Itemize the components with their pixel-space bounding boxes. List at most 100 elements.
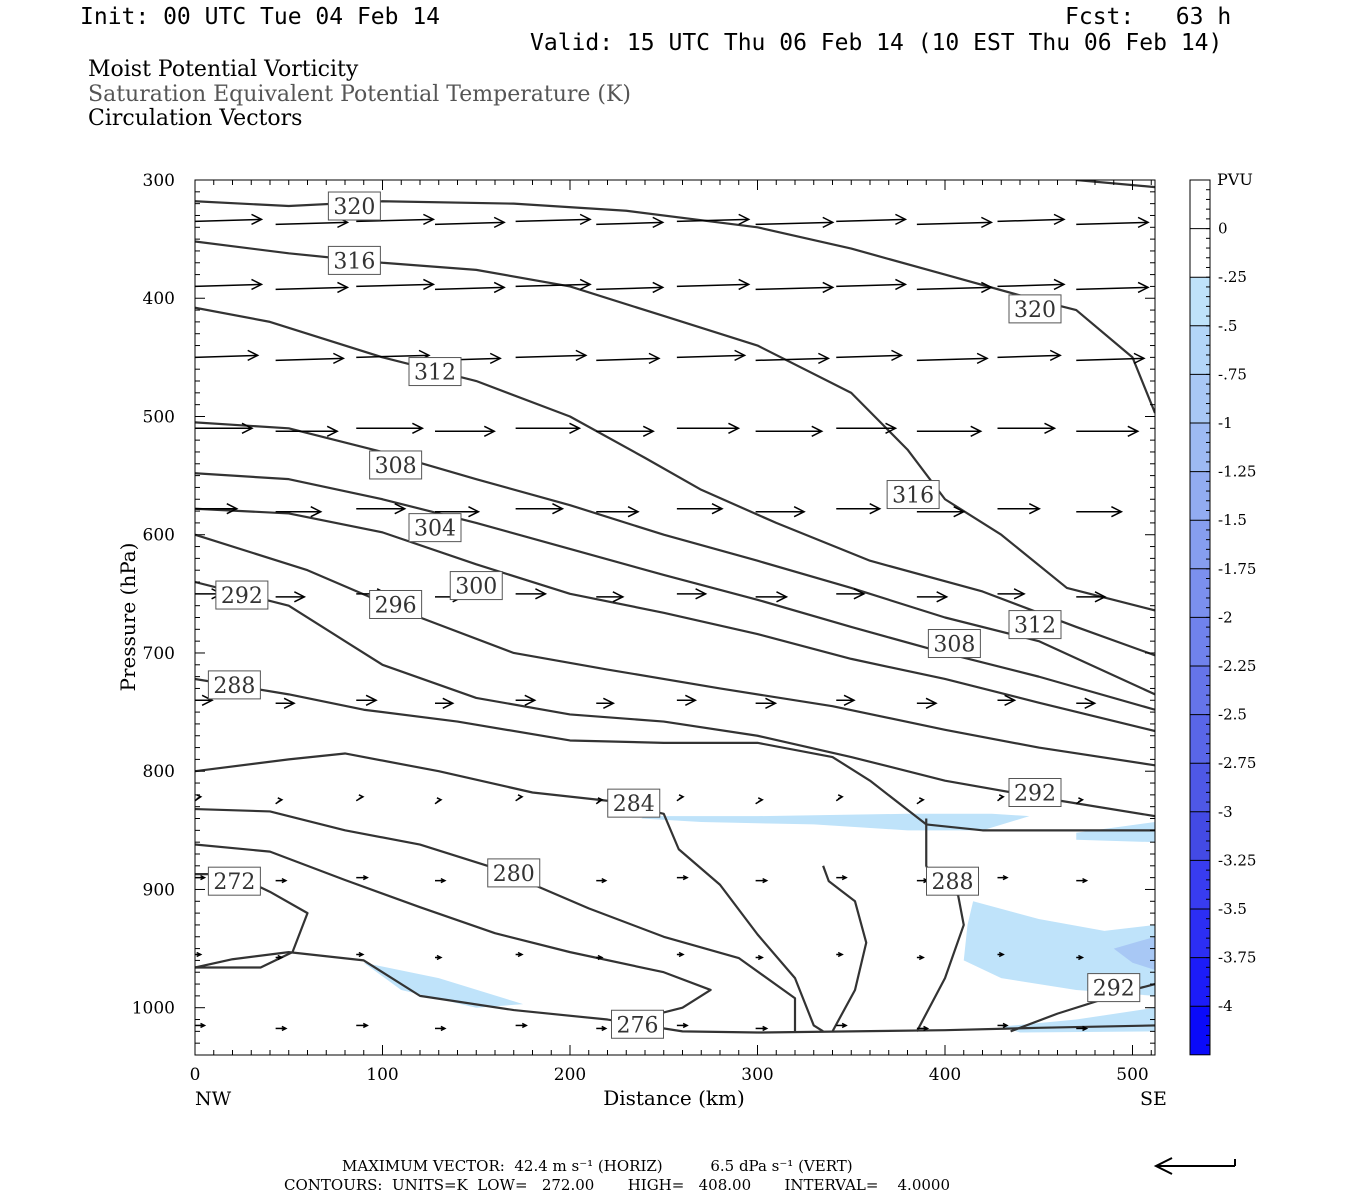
circulation-vector	[836, 694, 856, 706]
colorbar-label: -.5	[1218, 317, 1237, 335]
vector-head	[678, 951, 685, 958]
circulation-vector	[1076, 697, 1097, 709]
circulation-vector	[676, 422, 741, 434]
theta-e-contour	[195, 472, 1155, 711]
vector-head	[579, 213, 592, 226]
circulation-vector	[275, 877, 288, 884]
vector-shaft	[356, 218, 434, 223]
vector-head	[436, 797, 443, 803]
contour-label-box	[1087, 973, 1141, 1003]
vector-head	[1137, 281, 1150, 294]
theta-e-contour	[195, 533, 1155, 767]
pv-shaded-region	[1113, 936, 1155, 970]
vector-head	[970, 425, 983, 437]
colorbar-segment	[1190, 617, 1210, 666]
circulation-vector	[275, 352, 346, 365]
circulation-vector	[435, 877, 447, 884]
vector-shaft	[1076, 221, 1149, 226]
contour-label-box	[886, 480, 940, 510]
vector-shaft	[836, 283, 906, 288]
vector-head	[251, 213, 264, 226]
colorbar-segment	[1190, 228, 1210, 278]
vector-head	[365, 694, 378, 706]
contour-label: 292	[1093, 977, 1135, 1002]
vector-shaft	[356, 283, 434, 288]
circulation-vector	[275, 954, 284, 961]
circulation-vector	[916, 352, 989, 365]
vector-head	[569, 422, 582, 434]
circulation-vector	[435, 954, 443, 961]
circulation-vector	[194, 213, 264, 226]
vector-head	[281, 877, 288, 884]
vector-head	[612, 591, 625, 603]
vector-head	[895, 213, 908, 226]
circulation-vector	[916, 425, 983, 437]
vector-head	[394, 503, 407, 515]
y-tick-label: 500	[143, 407, 175, 427]
circulation-vector	[515, 794, 524, 802]
theta-e-contour	[195, 507, 1155, 733]
vector-head	[283, 697, 296, 709]
circulation-vector	[435, 506, 481, 518]
circulation-vector	[916, 591, 949, 603]
theta-e-contour	[1076, 180, 1155, 189]
vector-shaft	[1076, 357, 1144, 362]
vector-head	[811, 425, 824, 437]
vector-head	[521, 1022, 528, 1029]
colorbar-label: -1.5	[1218, 511, 1247, 529]
x-tick-label: 0	[190, 1065, 201, 1085]
y-tick-label: 800	[143, 762, 175, 782]
circulation-vector	[916, 954, 925, 961]
circulation-vector	[275, 425, 339, 437]
theta-e-contour	[757, 1024, 1155, 1034]
circulation-vector	[275, 697, 296, 709]
contour-label-box	[449, 571, 503, 601]
vector-head	[925, 697, 938, 709]
circulation-vector	[1076, 877, 1089, 884]
vector-head	[201, 694, 214, 706]
vector-head	[711, 503, 724, 515]
vector-head	[517, 794, 524, 800]
y-tick-label: 300	[143, 171, 175, 191]
circulation-vector	[916, 877, 930, 884]
circulation-vector	[275, 591, 307, 603]
vector-shaft	[755, 286, 833, 291]
circulation-vector	[997, 503, 1041, 515]
vector-head	[1078, 954, 1085, 961]
contour-label: 292	[1014, 782, 1056, 807]
circulation-vector	[596, 1025, 608, 1032]
circulation-vector	[194, 349, 260, 362]
vector-head	[1002, 1022, 1009, 1029]
colorbar-label: -2.25	[1218, 657, 1256, 675]
vector-shaft	[836, 218, 906, 223]
vector-head	[251, 278, 264, 291]
vector-head	[535, 588, 548, 600]
vector-head	[337, 281, 350, 294]
colorbar-segment	[1190, 1006, 1210, 1055]
circulation-vector	[356, 1022, 369, 1029]
y-tick-label: 900	[143, 880, 175, 900]
vector-head	[358, 951, 365, 958]
circulation-vector	[676, 694, 698, 706]
circulation-vector	[755, 591, 789, 603]
circulation-vector	[1076, 216, 1150, 229]
vector-head	[918, 954, 925, 961]
vector-shaft	[916, 221, 992, 226]
vector-head	[579, 278, 592, 291]
circulation-vector	[997, 278, 1066, 291]
theta-e-contour	[195, 677, 1155, 832]
vector-head	[247, 349, 260, 362]
contour-label-box	[369, 589, 423, 619]
circulation-vector	[676, 874, 689, 881]
circulation-vector	[676, 503, 724, 515]
circulation-vector	[916, 797, 925, 805]
vector-head	[918, 797, 925, 803]
circulation-vector	[515, 1022, 528, 1029]
vector-head	[981, 216, 994, 229]
vector-head	[843, 694, 856, 706]
vector-head	[685, 694, 698, 706]
theta-e-contour	[195, 752, 824, 1033]
vector-head	[765, 697, 778, 709]
vector-head	[575, 349, 588, 362]
